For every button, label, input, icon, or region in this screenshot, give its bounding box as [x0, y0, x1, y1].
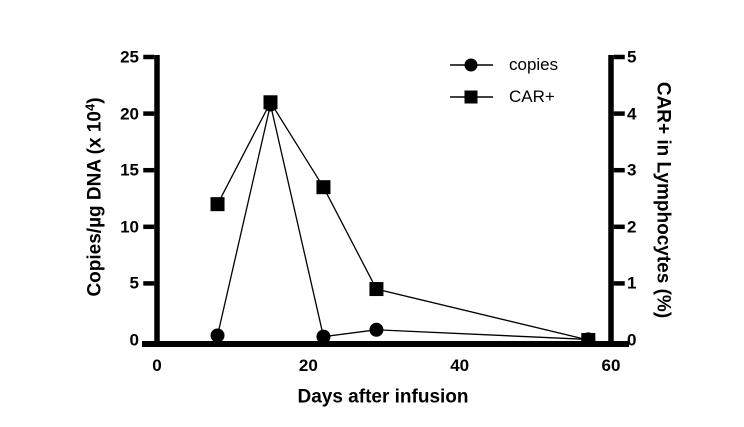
right-axis-tick-label: 1: [627, 273, 637, 293]
data-point-circle: [316, 329, 331, 344]
legend: copies CAR+: [449, 54, 558, 107]
right-axis-spine: [608, 55, 614, 347]
left-axis-title-suffix: ): [84, 97, 106, 104]
data-point-square: [581, 333, 596, 347]
x-axis-tick-label: 60: [601, 356, 621, 375]
x-axis-line: [142, 341, 629, 347]
left-axis-tick: [143, 167, 155, 173]
left-axis-tick-label: 15: [120, 160, 139, 180]
data-point-square: [263, 95, 278, 110]
right-axis-tick-label: 3: [627, 160, 637, 180]
left-axis-tick: [143, 54, 155, 60]
x-axis-title: Days after infusion: [297, 386, 469, 408]
series-line-CAR+: [216, 100, 589, 341]
data-point-circle: [210, 328, 225, 343]
series-line-copies: [216, 104, 589, 341]
x-axis-tick-label: 20: [298, 356, 318, 375]
left-axis-tick-label: 5: [129, 273, 139, 293]
right-axis-tick: [613, 54, 625, 60]
right-axis-tick: [613, 281, 625, 286]
legend-item-copies: copies: [449, 54, 558, 75]
data-point-square: [316, 180, 331, 195]
right-axis-tick-label: 4: [627, 104, 637, 124]
legend-label-copies: copies: [509, 55, 559, 74]
data-point-square: [210, 197, 225, 212]
left-axis-tick-label: 25: [120, 47, 139, 67]
left-axis-title-superscript: 4: [82, 103, 98, 112]
left-axis-tick: [143, 224, 155, 230]
left-axis-spine: [154, 55, 160, 347]
x-axis-tick-label: 0: [152, 356, 162, 375]
left-axis-tick-label: 10: [120, 217, 139, 237]
left-axis-title-text: Copies/µg DNA (x 10: [84, 111, 106, 297]
left-axis-tick-label: 0: [129, 330, 139, 350]
right-axis-tick-label: 2: [627, 217, 637, 237]
data-point-circle: [369, 322, 384, 337]
left-axis-title: Copies/µg DNA (x 104): [82, 97, 106, 297]
left-axis-tick-label: 20: [120, 104, 139, 124]
data-point-square: [369, 282, 384, 297]
legend-label-car: CAR+: [509, 87, 555, 106]
left-axis-tick: [143, 111, 155, 116]
x-axis-tick-label: 40: [450, 356, 470, 375]
right-axis-title: CAR+ in Lymphocytes (%): [652, 81, 674, 319]
right-axis-tick: [613, 224, 625, 230]
circle-marker-icon: [450, 58, 493, 71]
right-axis-tick: [613, 167, 625, 173]
legend-item-car: CAR+: [449, 86, 558, 107]
right-axis-tick-label: 0: [627, 330, 637, 350]
right-axis-tick-label: 5: [627, 47, 637, 67]
left-axis-tick: [143, 281, 155, 286]
right-axis-tick: [613, 111, 625, 116]
square-marker-icon: [450, 90, 493, 103]
